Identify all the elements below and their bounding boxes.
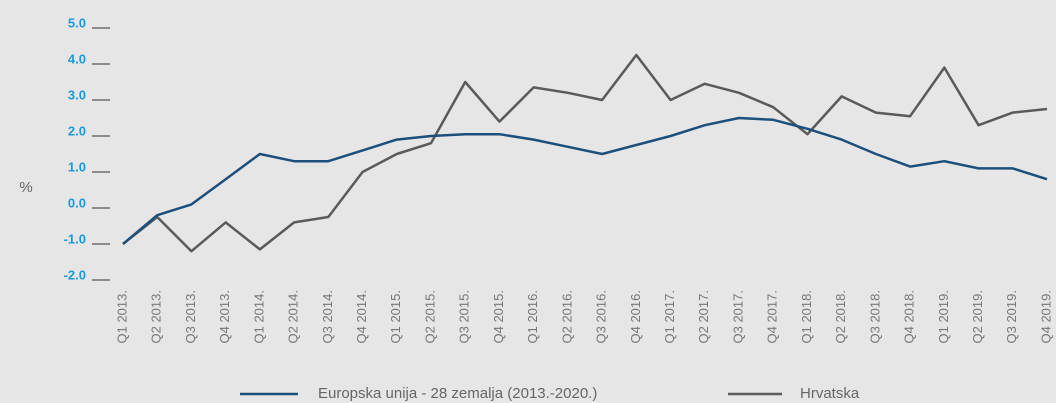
x-tick-label: Q2 2018. bbox=[833, 290, 848, 344]
x-tick-label: Q1 2015. bbox=[388, 290, 403, 344]
x-tick-label: Q4 2017. bbox=[765, 290, 780, 344]
x-tick-label: Q4 2016. bbox=[628, 290, 643, 344]
x-tick-label: Q1 2019. bbox=[936, 290, 951, 344]
x-tick-label: Q3 2016. bbox=[594, 290, 609, 344]
x-tick-label: Q3 2014. bbox=[320, 290, 335, 344]
legend-label: Europska unija - 28 zemalja (2013.-2020.… bbox=[318, 385, 597, 402]
series-line bbox=[122, 116, 1048, 245]
x-tick-label: Q4 2013. bbox=[217, 290, 232, 344]
y-tick-label: -1.0 bbox=[64, 231, 86, 246]
x-tick-label: Q4 2015. bbox=[491, 290, 506, 344]
x-tick-label: Q2 2013. bbox=[149, 290, 164, 344]
x-tick-label: Q4 2019. bbox=[1038, 290, 1053, 344]
x-tick-label: Q2 2016. bbox=[559, 290, 574, 344]
y-tick-label: 1.0 bbox=[68, 159, 86, 174]
y-axis-label: % bbox=[19, 179, 32, 196]
x-tick-label: Q3 2017. bbox=[730, 290, 745, 344]
x-tick-label: Q2 2017. bbox=[696, 290, 711, 344]
x-tick-label: Q1 2016. bbox=[525, 290, 540, 344]
x-tick-label: Q3 2019. bbox=[1004, 290, 1019, 344]
x-tick-label: Q4 2018. bbox=[902, 290, 917, 344]
y-tick-label: 3.0 bbox=[68, 87, 86, 102]
x-tick-label: Q1 2014. bbox=[251, 290, 266, 344]
legend-label: Hrvatska bbox=[800, 385, 860, 402]
x-tick-label: Q2 2019. bbox=[970, 290, 985, 344]
y-tick-label: -2.0 bbox=[64, 267, 86, 282]
y-tick-label: 0.0 bbox=[68, 195, 86, 210]
x-tick-label: Q4 2014. bbox=[354, 290, 369, 344]
series-line bbox=[122, 53, 1048, 253]
x-tick-label: Q3 2013. bbox=[183, 290, 198, 344]
y-tick-label: 2.0 bbox=[68, 123, 86, 138]
x-tick-label: Q3 2015. bbox=[457, 290, 472, 344]
y-tick-label: 4.0 bbox=[68, 51, 86, 66]
x-tick-label: Q1 2017. bbox=[662, 290, 677, 344]
x-tick-label: Q1 2013. bbox=[114, 290, 129, 344]
x-tick-label: Q3 2018. bbox=[867, 290, 882, 344]
x-tick-label: Q1 2018. bbox=[799, 290, 814, 344]
x-tick-label: Q2 2014. bbox=[286, 290, 301, 344]
x-tick-label: Q2 2015. bbox=[422, 290, 437, 344]
y-tick-label: 5.0 bbox=[68, 15, 86, 30]
